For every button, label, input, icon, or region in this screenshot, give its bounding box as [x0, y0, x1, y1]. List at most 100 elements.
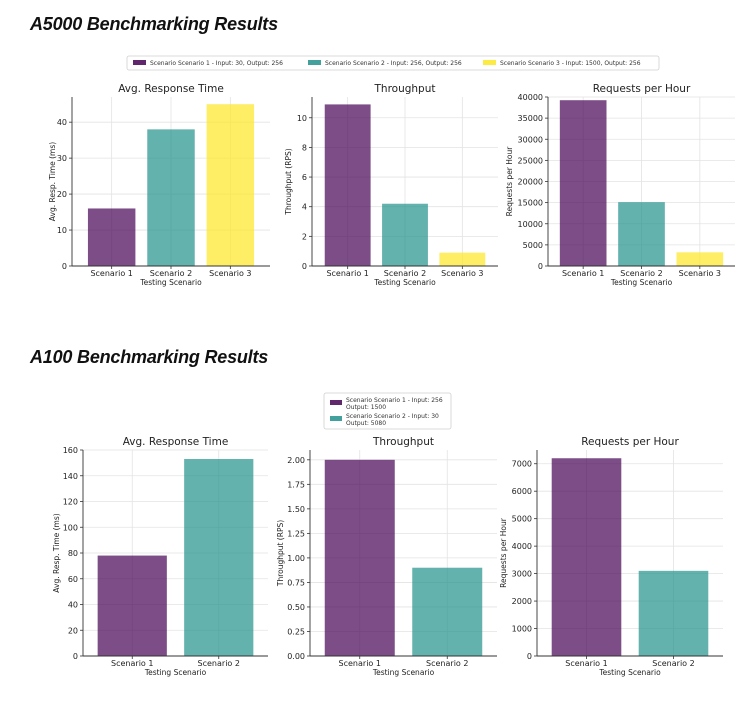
y-axis-label: Throughput (RPS) — [284, 148, 293, 215]
x-tick-label: Scenario 2 — [426, 659, 468, 668]
chart-title: Avg. Response Time — [123, 436, 229, 448]
y-axis-label: Throughput (RPS) — [276, 520, 285, 587]
y-tick-label: 20000 — [518, 178, 543, 187]
a100-section-title: A100 Benchmarking Results — [30, 347, 269, 367]
bar-scenario-3 — [206, 104, 255, 266]
x-axis-label: Testing Scenario — [373, 278, 436, 287]
y-tick-label: 35000 — [518, 114, 543, 123]
bar-scenario-2 — [382, 203, 428, 266]
bar-scenario-3 — [439, 252, 486, 266]
y-tick-label: 0 — [302, 262, 307, 271]
y-tick-label: 120 — [63, 498, 78, 507]
chart-title: Requests per Hour — [593, 83, 691, 95]
legend-label: Output: 5080 — [346, 420, 386, 427]
y-axis-label: Avg. Resp. Time (ms) — [48, 142, 57, 221]
y-tick-label: 20 — [57, 190, 67, 199]
y-tick-label: 4 — [302, 203, 307, 212]
y-tick-label: 100 — [63, 523, 78, 532]
y-tick-label: 5000 — [512, 515, 532, 524]
y-tick-label: 1000 — [512, 625, 532, 634]
y-tick-label: 40000 — [518, 93, 543, 102]
y-tick-label: 0 — [527, 652, 532, 661]
chart-title: Throughput — [372, 436, 434, 448]
a5000-legend: Scenario Scenario 1 - Input: 30, Output:… — [126, 55, 660, 71]
y-tick-label: 2.00 — [287, 456, 305, 465]
y-tick-label: 4000 — [512, 542, 532, 551]
y-tick-label: 6000 — [512, 487, 532, 496]
x-tick-label: Scenario 3 — [209, 269, 251, 278]
y-tick-label: 1.75 — [287, 480, 305, 489]
y-tick-label: 40 — [57, 118, 67, 127]
x-tick-label: Scenario 3 — [679, 269, 721, 278]
y-axis-label: Requests per Hour — [505, 146, 514, 217]
chart-title: Throughput — [374, 83, 436, 95]
x-axis-label: Testing Scenario — [610, 278, 673, 287]
x-tick-label: Scenario 1 — [326, 269, 368, 278]
x-axis-label: Testing Scenario — [144, 668, 207, 677]
bar-scenario-2 — [412, 567, 483, 656]
chart-3: Requests per Hour 0 5000 10000 15000 20000 250… — [505, 83, 735, 287]
legend-swatch — [133, 60, 146, 65]
y-tick-label: 140 — [63, 472, 78, 481]
y-tick-label: 7000 — [512, 460, 532, 469]
legend-swatch — [330, 416, 342, 421]
x-tick-label: Scenario 3 — [441, 269, 483, 278]
x-tick-label: Scenario 2 — [150, 269, 192, 278]
legend-swatch — [330, 400, 342, 405]
chart-title: Avg. Response Time — [118, 83, 224, 95]
y-tick-label: 80 — [68, 549, 78, 558]
bar-scenario-1 — [87, 208, 136, 266]
chart-6: Requests per Hour 0 1000 2000 3000 4000 5000 60… — [499, 436, 723, 677]
x-tick-label: Scenario 2 — [384, 269, 426, 278]
chart-4: Avg. Response Time 0 20 40 60 80 100 120 140 160 S… — [52, 436, 268, 677]
legend-box — [126, 55, 660, 71]
y-tick-label: 0.25 — [287, 627, 305, 636]
y-tick-label: 10 — [57, 226, 67, 235]
x-axis-label: Testing Scenario — [139, 278, 202, 287]
y-axis-label: Avg. Resp. Time (ms) — [52, 513, 61, 592]
legend-label: Scenario Scenario 2 - Input: 256, Output… — [325, 60, 462, 67]
bar-scenario-1 — [324, 104, 371, 266]
y-tick-label: 20 — [68, 626, 78, 635]
legend-label: Scenario Scenario 2 - Input: 30 — [346, 413, 439, 420]
a100-legend: Scenario Scenario 1 - Input: 256 Output: … — [323, 392, 452, 430]
x-axis-label: Testing Scenario — [598, 668, 661, 677]
x-tick-label: Scenario 1 — [562, 269, 604, 278]
x-tick-label: Scenario 1 — [90, 269, 132, 278]
y-tick-label: 6 — [302, 173, 307, 182]
y-tick-label: 0 — [538, 262, 543, 271]
y-tick-label: 160 — [63, 446, 78, 455]
y-tick-label: 0.00 — [287, 652, 305, 661]
y-tick-label: 1.25 — [287, 529, 305, 538]
legend-label: Scenario Scenario 1 - Input: 30, Output:… — [150, 60, 283, 67]
y-tick-label: 1.50 — [287, 505, 305, 514]
y-tick-label: 60 — [68, 575, 78, 584]
x-tick-label: Scenario 1 — [339, 659, 381, 668]
bar-scenario-1 — [324, 459, 395, 656]
x-tick-label: Scenario 1 — [565, 659, 607, 668]
chart-5: Throughput 0.00 0.25 0.50 0.75 1.00 1.25 1.50 1.… — [276, 436, 497, 677]
chart-title: Requests per Hour — [581, 436, 679, 448]
bar-scenario-2 — [147, 129, 195, 266]
a5000-section-title: A5000 Benchmarking Results — [30, 14, 278, 34]
y-axis-label: Requests per Hour — [499, 517, 508, 588]
y-tick-label: 8 — [302, 143, 307, 152]
y-tick-label: 0 — [62, 262, 67, 271]
bar-scenario-1 — [551, 458, 622, 656]
bar-scenario-2 — [184, 459, 254, 656]
y-tick-label: 30 — [57, 154, 67, 163]
bar-scenario-1 — [559, 100, 607, 266]
y-tick-label: 25000 — [518, 156, 543, 165]
legend-label: Scenario Scenario 1 - Input: 256 — [346, 397, 443, 404]
y-tick-label: 40 — [68, 601, 78, 610]
x-tick-label: Scenario 2 — [652, 659, 694, 668]
bar-scenario-3 — [676, 252, 724, 266]
y-tick-label: 15000 — [518, 199, 543, 208]
bar-scenario-1 — [97, 555, 167, 656]
chart-1: Avg. Response Time 0 10 20 30 40 Scenario 1 Sce… — [48, 83, 270, 287]
bar-scenario-2 — [618, 202, 665, 266]
x-axis-label: Testing Scenario — [372, 668, 435, 677]
legend-label: Scenario Scenario 3 - Input: 1500, Outpu… — [500, 60, 641, 67]
